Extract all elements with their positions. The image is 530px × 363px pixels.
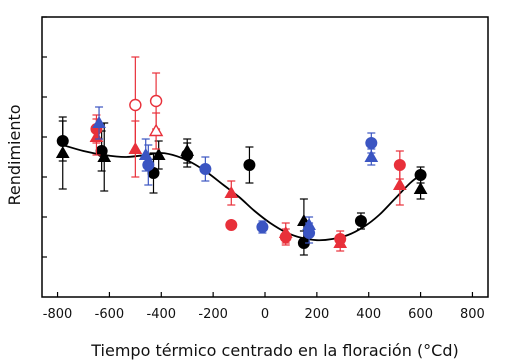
x-tick-label: -800 [43, 307, 73, 322]
data-point-circle [142, 159, 155, 171]
data-point-circle [365, 137, 378, 149]
data-point-triangle [392, 177, 407, 190]
data-point-triangle [333, 235, 348, 248]
data-point-triangle [148, 123, 164, 137]
data-point-circle [354, 215, 367, 227]
fit-curve [62, 144, 422, 242]
data-point-circle [199, 163, 212, 175]
x-tick-label: 200 [304, 307, 329, 322]
data-point-circle [129, 98, 142, 112]
x-tick-label: 0 [261, 307, 269, 322]
data-point-circle [243, 159, 256, 171]
x-axis-title: Tiempo térmico centrado en la floración … [90, 341, 459, 360]
tick-labels-layer: -800 -600 -400 -200 0 200 400 600 800 [43, 307, 485, 322]
data-point-triangle [364, 149, 379, 162]
x-tick-label: -400 [147, 307, 177, 322]
data-point-triangle [224, 185, 239, 198]
axes [41, 16, 489, 298]
plot-frame [41, 16, 489, 298]
data-point-circle [225, 219, 238, 231]
fit-curve-layer [62, 144, 422, 242]
data-point-triangle [302, 217, 316, 230]
data-point-circle [149, 94, 163, 108]
data-point-triangle [278, 225, 293, 238]
series-triangle-open [148, 112, 164, 150]
data-point-circle [256, 221, 269, 233]
data-point-triangle [413, 181, 428, 194]
x-tick-label: -600 [95, 307, 125, 322]
x-tick-label: 800 [460, 307, 485, 322]
x-tick-label: 400 [356, 307, 381, 322]
data-points-layer [55, 56, 428, 256]
series-circle [90, 114, 406, 248]
data-point-triangle [138, 147, 153, 160]
data-point-triangle [151, 147, 166, 160]
data-point-triangle [180, 143, 195, 156]
series-triangle [92, 106, 379, 234]
y-axis-title: Rendimiento [5, 104, 24, 205]
data-point-triangle [97, 149, 112, 162]
x-tick-label: 600 [408, 307, 433, 322]
series-circle [142, 132, 378, 244]
x-tick-label: -200 [198, 307, 228, 322]
data-point-triangle [92, 115, 106, 128]
data-point-triangle [55, 145, 70, 158]
series-triangle [89, 118, 407, 252]
